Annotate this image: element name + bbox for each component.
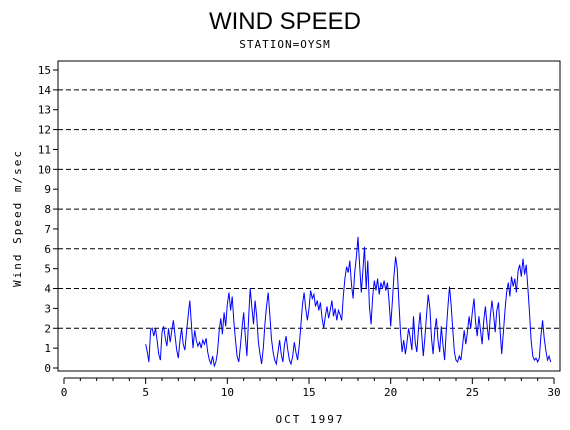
x-tick-label-15: 15 <box>302 386 315 399</box>
y-tick-label-11: 11 <box>38 143 51 156</box>
x-tick-label-10: 10 <box>221 386 234 399</box>
x-tick-label-20: 20 <box>384 386 397 399</box>
y-tick-label-6: 6 <box>44 243 51 256</box>
x-tick-label-30: 30 <box>547 386 560 399</box>
y-tick-label-1: 1 <box>44 342 51 355</box>
y-tick-label-5: 5 <box>44 263 51 276</box>
chart-subtitle: STATION=OYSM <box>239 38 330 51</box>
wind-speed-series-line <box>145 236 552 368</box>
y-tick-label-10: 10 <box>38 163 51 176</box>
x-axis: 0 5 10 15 20 25 30 <box>61 377 561 399</box>
y-tick-label-2: 2 <box>44 322 51 335</box>
y-tick-label-9: 9 <box>44 183 51 196</box>
y-tick-label-13: 13 <box>38 104 51 117</box>
y-axis-label: Wind Speed m/sec <box>11 149 24 287</box>
y-tick-label-7: 7 <box>44 223 51 236</box>
y-tick-label-3: 3 <box>44 302 51 315</box>
x-tick-label-0: 0 <box>61 386 68 399</box>
y-tick-label-12: 12 <box>38 124 51 137</box>
y-tick-label-15: 15 <box>38 64 51 77</box>
gridlines <box>58 89 560 329</box>
x-axis-label: OCT 1997 <box>276 413 345 426</box>
x-tick-label-5: 5 <box>142 386 149 399</box>
chart-title: WIND SPEED <box>209 8 361 35</box>
y-tick-label-14: 14 <box>38 84 52 97</box>
y-tick-label-0: 0 <box>44 362 51 375</box>
x-tick-label-25: 25 <box>466 386 479 399</box>
y-tick-label-8: 8 <box>44 203 51 216</box>
plot-frame <box>57 60 561 372</box>
y-tick-label-4: 4 <box>44 283 51 296</box>
